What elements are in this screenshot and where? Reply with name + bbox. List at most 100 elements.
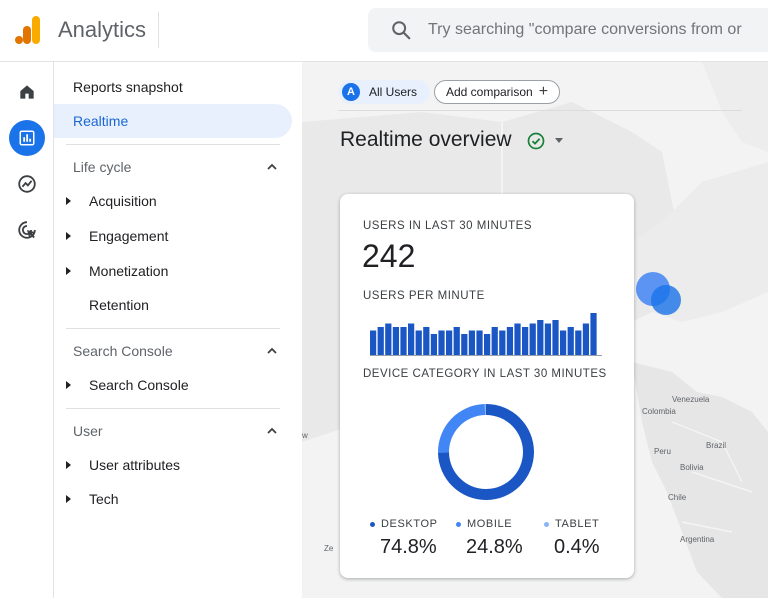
add-comparison-label: Add comparison xyxy=(445,85,533,99)
chart-bar[interactable] xyxy=(377,327,384,355)
chart-bar[interactable] xyxy=(560,330,567,356)
advertising-button[interactable] xyxy=(9,212,45,248)
segment-label: All Users xyxy=(369,85,418,99)
chart-bar[interactable] xyxy=(582,323,590,356)
nav-label: Engagement xyxy=(89,228,169,244)
chart-bar[interactable] xyxy=(400,327,407,355)
legend-label-row: TABLET xyxy=(544,518,600,530)
expand-arrow-icon xyxy=(66,381,71,389)
analytics-logo-icon[interactable] xyxy=(14,14,42,46)
nav-reports-snapshot[interactable]: Reports snapshot xyxy=(54,70,292,104)
search-bar[interactable] xyxy=(368,8,768,52)
legend-value: 74.8% xyxy=(380,536,437,558)
segment-avatar: A xyxy=(342,83,360,101)
device-label: DEVICE CATEGORY IN LAST 30 MINUTES xyxy=(363,368,607,380)
chart-bar[interactable] xyxy=(522,327,529,355)
chevron-up-icon[interactable] xyxy=(265,344,279,358)
reports-button[interactable] xyxy=(9,120,45,156)
segment-chip-all-users[interactable]: A All Users xyxy=(338,80,430,104)
nav-monetization[interactable]: Monetization xyxy=(54,254,292,288)
map-label-brazil: Brazil xyxy=(706,441,726,450)
chart-bar[interactable] xyxy=(590,313,597,355)
chevron-up-icon[interactable] xyxy=(265,160,279,174)
home-icon xyxy=(20,85,34,99)
header-divider xyxy=(158,12,159,48)
nav-label: Acquisition xyxy=(89,193,157,209)
chart-bar[interactable] xyxy=(552,320,559,355)
chart-bar[interactable] xyxy=(544,323,552,356)
nav-tech[interactable]: Tech xyxy=(54,482,292,516)
check-circle-icon xyxy=(527,132,545,150)
section-life-cycle[interactable]: Life cycle xyxy=(73,159,132,175)
chart-bar[interactable] xyxy=(461,334,468,355)
users-count: 242 xyxy=(362,238,416,274)
legend-tablet: TABLET 0.4% xyxy=(544,518,600,559)
nav-retention[interactable]: Retention xyxy=(54,288,292,322)
chart-bar[interactable] xyxy=(392,327,400,355)
add-comparison-button[interactable]: Add comparison + xyxy=(434,80,560,104)
chart-bar[interactable] xyxy=(529,323,536,356)
nav-label: Reports snapshot xyxy=(73,79,183,95)
nav-user-attributes[interactable]: User attributes xyxy=(54,448,292,482)
chart-bar[interactable] xyxy=(415,330,422,356)
chart-bar[interactable] xyxy=(491,327,498,355)
legend-dot xyxy=(370,521,375,527)
legend-desktop: DESKTOP 74.8% xyxy=(370,518,438,559)
chart-bar[interactable] xyxy=(567,327,574,355)
chart-bar[interactable] xyxy=(484,334,491,355)
chart-bar[interactable] xyxy=(575,330,582,356)
nav-realtime[interactable]: Realtime xyxy=(54,104,292,138)
chart-bar[interactable] xyxy=(423,327,430,355)
nav-engagement[interactable]: Engagement xyxy=(54,219,292,253)
section-user[interactable]: User xyxy=(73,423,103,439)
chart-bar[interactable] xyxy=(468,330,476,356)
nav-label: Realtime xyxy=(73,113,129,129)
chevron-up-icon[interactable] xyxy=(265,424,279,438)
home-button[interactable] xyxy=(9,74,45,110)
chart-bar[interactable] xyxy=(370,330,377,356)
search-input[interactable] xyxy=(428,18,768,42)
donut-slice-mobile[interactable] xyxy=(438,404,486,453)
chart-bar[interactable] xyxy=(408,323,415,356)
chart-bar[interactable] xyxy=(537,320,544,355)
sidebar-nav: Reports snapshot Realtime Life cycle Acq… xyxy=(54,62,302,598)
legend-dot xyxy=(544,521,549,527)
map-user-bubble[interactable] xyxy=(651,285,681,315)
legend-value: 24.8% xyxy=(466,536,523,558)
nav-search-console[interactable]: Search Console xyxy=(54,368,292,402)
legend-name: MOBILE xyxy=(467,518,513,530)
chart-bar[interactable] xyxy=(499,330,506,356)
per-minute-label: USERS PER MINUTE xyxy=(363,290,485,302)
map-borders-south xyxy=(671,421,753,533)
map-land-south-america xyxy=(632,362,768,598)
map-land-greenland xyxy=(702,62,768,152)
nav-label: User attributes xyxy=(89,457,181,473)
search-icon xyxy=(392,21,411,40)
toolbar-divider xyxy=(338,110,742,111)
caret-down-icon[interactable] xyxy=(555,138,563,143)
device-donut-chart[interactable] xyxy=(436,402,536,502)
chart-bar[interactable] xyxy=(476,330,483,356)
section-search-console[interactable]: Search Console xyxy=(73,343,173,359)
main-content: Venezuela Colombia Peru Brazil Bolivia C… xyxy=(302,62,768,598)
chart-bar[interactable] xyxy=(453,327,460,355)
explore-button[interactable] xyxy=(9,166,45,202)
chart-bar[interactable] xyxy=(385,323,392,356)
chart-bar[interactable] xyxy=(438,330,445,356)
nav-label: Search Console xyxy=(89,377,189,393)
chart-bar[interactable] xyxy=(430,334,438,355)
expand-arrow-icon xyxy=(66,495,71,503)
expand-arrow-icon xyxy=(66,461,71,469)
expand-arrow-icon xyxy=(66,232,71,240)
map-label-peru: Peru xyxy=(654,447,671,456)
legend-label-row: MOBILE xyxy=(456,518,523,530)
chart-bar[interactable] xyxy=(506,327,514,355)
map-label-colombia: Colombia xyxy=(642,407,676,416)
expand-arrow-icon xyxy=(66,267,71,275)
donut-slice-tablet[interactable] xyxy=(484,404,486,416)
chart-bar[interactable] xyxy=(446,330,453,356)
legend-name: TABLET xyxy=(555,518,600,530)
chart-bar[interactable] xyxy=(514,323,521,356)
nav-acquisition[interactable]: Acquisition xyxy=(54,184,292,218)
users-per-minute-chart[interactable] xyxy=(370,312,602,356)
